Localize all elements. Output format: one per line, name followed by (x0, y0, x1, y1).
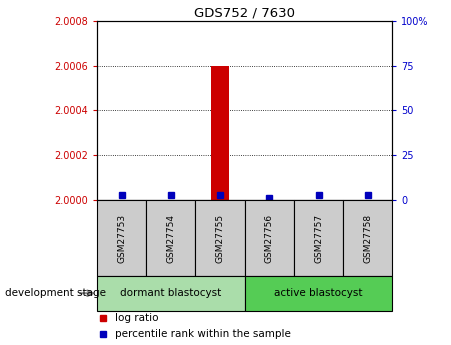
Bar (294, 200, 343, 276)
Text: GSM27753: GSM27753 (117, 214, 126, 263)
Text: GSM27754: GSM27754 (166, 214, 175, 263)
Bar (97, 276, 244, 310)
Bar (244, 200, 294, 276)
Text: GSM27755: GSM27755 (216, 214, 225, 263)
Text: dormant blastocyst: dormant blastocyst (120, 288, 221, 298)
Bar (97, 200, 146, 276)
Text: active blastocyst: active blastocyst (274, 288, 363, 298)
Text: GSM27758: GSM27758 (363, 214, 372, 263)
Text: percentile rank within the sample: percentile rank within the sample (115, 329, 290, 339)
Text: GSM27757: GSM27757 (314, 214, 323, 263)
Title: GDS752 / 7630: GDS752 / 7630 (194, 7, 295, 20)
Bar (244, 276, 392, 310)
Text: GSM27756: GSM27756 (265, 214, 274, 263)
Bar (343, 200, 392, 276)
Bar (195, 200, 244, 276)
Bar (212, 66, 229, 200)
Text: log ratio: log ratio (115, 313, 158, 323)
Text: development stage: development stage (5, 288, 106, 298)
Bar (146, 200, 195, 276)
